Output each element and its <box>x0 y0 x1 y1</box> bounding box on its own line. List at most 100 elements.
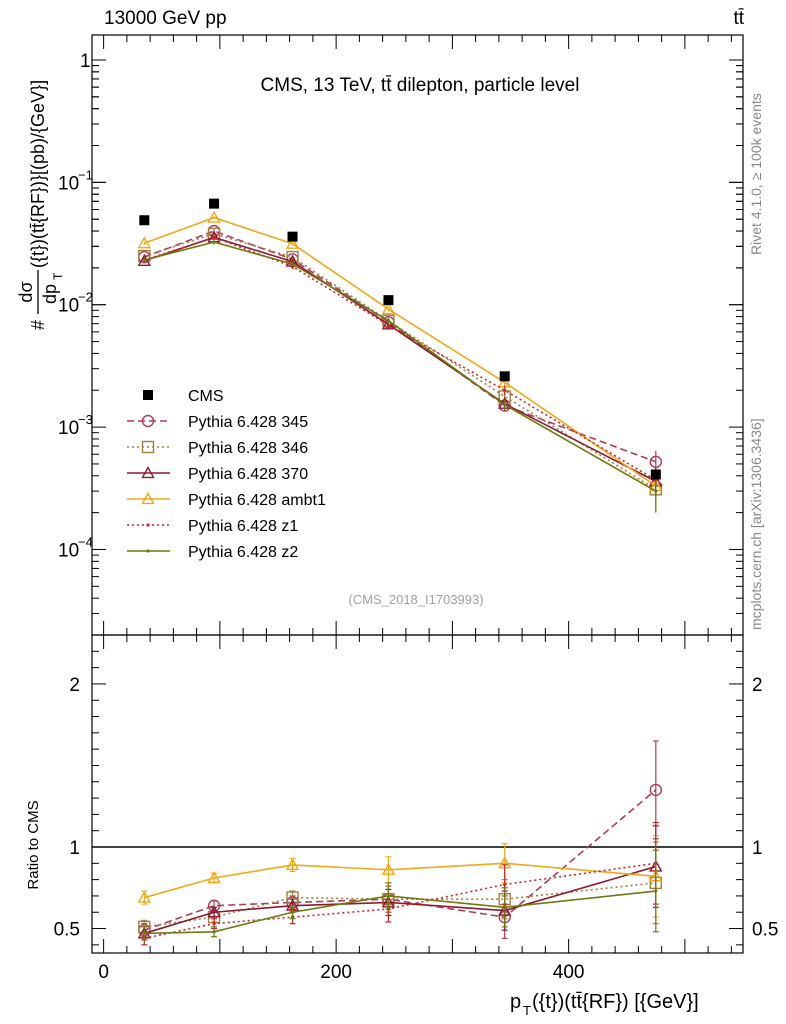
main-y-tick-label-base: 10 <box>58 418 79 439</box>
main-y-tick-label: 10−3 <box>58 412 93 439</box>
legend-entry-1: Pythia 6.428 346 <box>127 440 308 457</box>
main-y-tick-label-exp: −2 <box>78 290 93 305</box>
main-series-2 <box>137 230 663 499</box>
x-label-sub: T <box>523 1003 531 1018</box>
y-label-den-sub: T <box>51 272 65 280</box>
main-series-line <box>144 241 657 492</box>
ratio-plot-frame <box>91 634 744 954</box>
cms-data-point <box>209 198 220 209</box>
main-series-marker <box>503 388 507 392</box>
legend-entry-0: Pythia 6.428 345 <box>127 414 308 431</box>
main-series-marker <box>212 240 216 244</box>
legend-entry-2: Pythia 6.428 370 <box>127 466 308 483</box>
ratio-series-line <box>144 862 656 899</box>
main-series-marker <box>137 253 152 267</box>
chart-title: CMS, 13 TeV, tt̄ dilepton, particle leve… <box>261 75 580 96</box>
main-series-marker <box>503 403 507 407</box>
cms-data-point <box>139 215 150 226</box>
analysis-tag: (CMS_2018_I1703993) <box>348 592 483 607</box>
ratio-series-marker <box>503 905 507 909</box>
cms-data-point <box>287 231 298 242</box>
x-tick-label: 0 <box>98 962 109 983</box>
main-y-tick-label-exp: −4 <box>78 534 93 549</box>
rivet-label: Rivet 4.1.0, ≥ 100k events <box>748 93 764 255</box>
x-tick-label: 200 <box>320 962 352 983</box>
main-series-0 <box>138 224 663 476</box>
legend-marker <box>141 440 155 454</box>
legend-label: Pythia 6.428 z1 <box>188 518 298 535</box>
ratio-series-marker <box>285 857 300 871</box>
x-label-p: p <box>510 991 521 1013</box>
ratio-series-marker <box>207 905 221 918</box>
main-series-line <box>144 230 657 463</box>
main-y-tick-label: 1 <box>80 51 91 72</box>
main-y-tick-label: 10−1 <box>58 167 93 194</box>
ratio-axis-ticks: 0.5 0.5 1 1 2 2 0 200 400 <box>54 635 778 983</box>
ratio-series-marker <box>212 930 216 934</box>
ratio-series-marker <box>142 931 146 936</box>
x-label-rest: ({t})(tt̄{RF}) [{GeV}] <box>532 991 699 1013</box>
ratio-series-marker <box>503 882 507 887</box>
cms-data-points <box>139 198 661 480</box>
ratio-y-axis-label: Ratio to CMS <box>25 800 42 889</box>
legend: CMS Pythia 6.428 345 Pythia 6.428 346 Pythi… <box>127 388 326 561</box>
legend-marker <box>146 523 150 527</box>
ratio-series-marker <box>649 783 663 797</box>
energy-label: 13000 GeV pp <box>104 8 227 29</box>
main-series-4 <box>142 235 658 497</box>
legend-marker <box>141 414 155 428</box>
ratio-series-marker <box>290 910 295 914</box>
main-series-marker <box>285 236 300 249</box>
main-series-marker <box>386 323 391 327</box>
legend-label: CMS <box>188 388 224 405</box>
legend-marker <box>146 549 150 553</box>
main-series-line <box>144 236 657 481</box>
ratio-series-5 <box>141 849 659 941</box>
main-axis-ticks: 110−110−210−310−4 <box>58 35 743 636</box>
main-series-line <box>144 216 657 487</box>
main-y-tick-label: 10−2 <box>58 290 93 317</box>
main-y-tick-label-base: 1 <box>80 51 91 72</box>
main-y-tick-label-base: 10 <box>58 540 79 561</box>
y-label-rest: ({t})(tt̄{RF})}[(pb)/{GeV}] <box>28 80 48 268</box>
x-tick-label: 400 <box>553 962 585 983</box>
main-series-marker <box>142 258 146 262</box>
ratio-series-0 <box>138 740 663 939</box>
legend-marker <box>143 390 153 400</box>
main-series-marker <box>212 235 216 239</box>
main-y-axis-label: # dσ dp T ({t})(tt̄{RF})}[(pb)/{GeV}] <box>16 80 65 330</box>
ratio-series-line <box>144 862 656 940</box>
ratio-y-tick-label-right: 0.5 <box>752 920 778 941</box>
main-y-tick-label-base: 10 <box>58 296 79 317</box>
main-series-3 <box>137 210 663 506</box>
main-y-tick-label-exp: −3 <box>78 412 93 427</box>
main-y-tick-label: 10−4 <box>58 534 93 561</box>
main-series-marker <box>137 236 152 249</box>
ratio-series-marker <box>212 922 216 926</box>
x-axis-label: p T ({t})(tt̄{RF}) [{GeV}] <box>510 991 699 1018</box>
legend-entry-cms: CMS <box>143 388 224 405</box>
cms-data-point <box>499 371 510 382</box>
ratio-y-tick-label-left: 2 <box>69 675 80 696</box>
ratio-series-marker <box>207 871 221 884</box>
ratio-y-tick-label-right: 2 <box>752 675 763 696</box>
ratio-series-marker <box>386 894 391 898</box>
ratio-series-marker <box>137 890 152 903</box>
cms-data-point <box>383 295 394 306</box>
main-y-tick-label-base: 10 <box>58 173 79 194</box>
legend-marker <box>141 492 155 505</box>
ratio-series-line <box>144 890 656 935</box>
legend-entry-4: Pythia 6.428 z1 <box>127 518 298 535</box>
ratio-series-4 <box>141 821 659 946</box>
ratio-series-line <box>144 789 657 931</box>
main-series-marker <box>386 319 391 323</box>
ratio-y-tick-label-left: 0.5 <box>54 920 80 941</box>
ratio-series-group <box>137 740 663 946</box>
main-series-marker <box>290 262 295 266</box>
main-series-line <box>144 232 657 491</box>
legend-entry-5: Pythia 6.428 z2 <box>127 544 298 561</box>
process-label: tt̄ <box>733 8 744 29</box>
y-label-num: dσ <box>16 281 36 302</box>
y-label-hash: # <box>28 320 48 330</box>
